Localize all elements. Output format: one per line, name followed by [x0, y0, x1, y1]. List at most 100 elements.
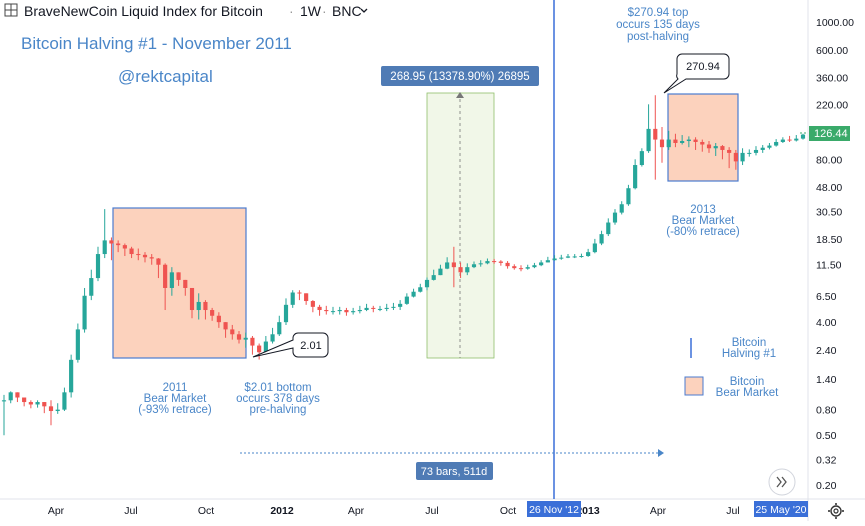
candle-body[interactable]	[599, 234, 604, 244]
candle-body[interactable]	[438, 268, 443, 276]
candle-body[interactable]	[465, 267, 470, 273]
candle-body[interactable]	[753, 149, 759, 153]
candle-body[interactable]	[592, 243, 597, 253]
candle-body[interactable]	[800, 134, 806, 139]
candle-body[interactable]	[122, 245, 127, 249]
top-callout-line-2[interactable]: occurs 135 days	[616, 19, 700, 31]
candle-body[interactable]	[787, 139, 792, 141]
halving-date-tag[interactable]	[527, 501, 581, 517]
legend-halving-line-2[interactable]: Halving #1	[722, 348, 776, 360]
candle-body[interactable]	[404, 296, 409, 304]
candle-body[interactable]	[95, 254, 101, 279]
candle-body[interactable]	[142, 254, 148, 258]
candle-body[interactable]	[612, 212, 618, 223]
candle-body[interactable]	[371, 307, 376, 309]
candle-body[interactable]	[532, 265, 537, 268]
legend-halving-line-1[interactable]: Bitcoin	[732, 337, 767, 349]
cursor-date-tag[interactable]	[754, 501, 808, 517]
candle-body[interactable]	[277, 322, 282, 335]
candle-body[interactable]	[55, 409, 60, 412]
bottom-callout-line-2[interactable]: occurs 378 days	[236, 393, 320, 405]
candle-body[interactable]	[492, 261, 497, 263]
candle-body[interactable]	[774, 141, 779, 146]
bear-2011-line-3[interactable]: (-93% retrace)	[138, 404, 212, 416]
candle-body[interactable]	[136, 254, 141, 256]
author-note[interactable]: @rektcapital	[118, 67, 213, 86]
chevron-down-icon[interactable]	[360, 8, 368, 13]
exchange-label[interactable]: BNC	[332, 3, 362, 19]
candle-body[interactable]	[680, 141, 685, 143]
candle-body[interactable]	[257, 345, 262, 353]
candle-body[interactable]	[451, 262, 456, 268]
bear-2013-line-1[interactable]: 2013	[690, 204, 716, 216]
bear-2011-line-1[interactable]: 2011	[163, 382, 188, 394]
candle-body[interactable]	[505, 262, 510, 267]
candle-body[interactable]	[344, 310, 349, 313]
time-axis[interactable]: Apr Jul Oct 2012 Apr Jul Oct 2013 Apr Jul	[48, 505, 740, 517]
candle-body[interactable]	[747, 152, 752, 154]
candle-body[interactable]	[62, 392, 67, 410]
candle-body[interactable]	[176, 272, 181, 280]
candle-body[interactable]	[653, 128, 658, 140]
candle-body[interactable]	[297, 292, 302, 294]
candle-body[interactable]	[398, 303, 403, 307]
candle-body[interactable]	[512, 266, 517, 269]
current-price-tag[interactable]	[809, 126, 850, 141]
candle-body[interactable]	[391, 306, 396, 308]
candle-body[interactable]	[250, 337, 255, 346]
candle-body[interactable]	[337, 310, 342, 312]
gear-icon[interactable]	[828, 503, 844, 519]
candle-body[interactable]	[720, 146, 725, 150]
candle-body[interactable]	[48, 406, 54, 412]
candle-body[interactable]	[89, 278, 94, 296]
candle-body[interactable]	[700, 141, 705, 145]
candle-body[interactable]	[304, 293, 309, 302]
candle-body[interactable]	[129, 248, 134, 255]
candle-body[interactable]	[196, 301, 201, 311]
candle-body[interactable]	[230, 329, 235, 335]
candle-body[interactable]	[706, 144, 712, 149]
measure-box[interactable]	[426, 92, 495, 359]
candle-body[interactable]	[693, 139, 698, 142]
symbol-title[interactable]: BraveNewCoin Liquid Index for Bitcoin	[24, 3, 263, 19]
candle-body[interactable]	[572, 256, 577, 258]
candle-body[interactable]	[189, 287, 195, 311]
candle-body[interactable]	[216, 315, 221, 323]
candle-body[interactable]	[633, 165, 638, 189]
candle-body[interactable]	[559, 257, 564, 259]
candle-body[interactable]	[733, 152, 738, 162]
candle-body[interactable]	[116, 243, 121, 246]
halving-title-note[interactable]: Bitcoin Halving #1 - November 2011	[21, 34, 292, 53]
candle-body[interactable]	[102, 240, 107, 255]
candle-body[interactable]	[639, 151, 644, 166]
range-label-bg[interactable]	[416, 462, 493, 480]
candle-body[interactable]	[364, 307, 369, 311]
bear-2011-line-2[interactable]: Bear Market	[144, 393, 207, 405]
candle-body[interactable]	[236, 334, 242, 340]
candle-body[interactable]	[666, 139, 671, 148]
candle-body[interactable]	[156, 258, 161, 265]
candle-body[interactable]	[626, 188, 631, 205]
bottom-value-callout[interactable]	[252, 332, 329, 358]
candle-body[interactable]	[518, 268, 524, 270]
candle-body[interactable]	[760, 147, 765, 150]
candle-body[interactable]	[780, 139, 785, 142]
candle-body[interactable]	[330, 311, 336, 313]
candle-body[interactable]	[471, 264, 477, 268]
candle-body[interactable]	[565, 256, 571, 258]
candle-body[interactable]	[223, 322, 228, 330]
candle-body[interactable]	[351, 311, 356, 313]
candle-body[interactable]	[545, 260, 550, 263]
candle-body[interactable]	[270, 334, 275, 342]
candle-body[interactable]	[478, 263, 483, 265]
top-callout-line-1[interactable]: $270.94 top	[628, 7, 689, 19]
bear-market-2013-box[interactable]	[667, 93, 739, 182]
candle-body[interactable]	[740, 152, 745, 162]
scroll-to-realtime-button[interactable]	[768, 468, 796, 496]
top-value-callout[interactable]	[663, 53, 730, 94]
candle-body[interactable]	[384, 307, 389, 309]
candle-body[interactable]	[458, 267, 463, 273]
candle-body[interactable]	[445, 262, 450, 269]
candle-body[interactable]	[673, 139, 678, 143]
